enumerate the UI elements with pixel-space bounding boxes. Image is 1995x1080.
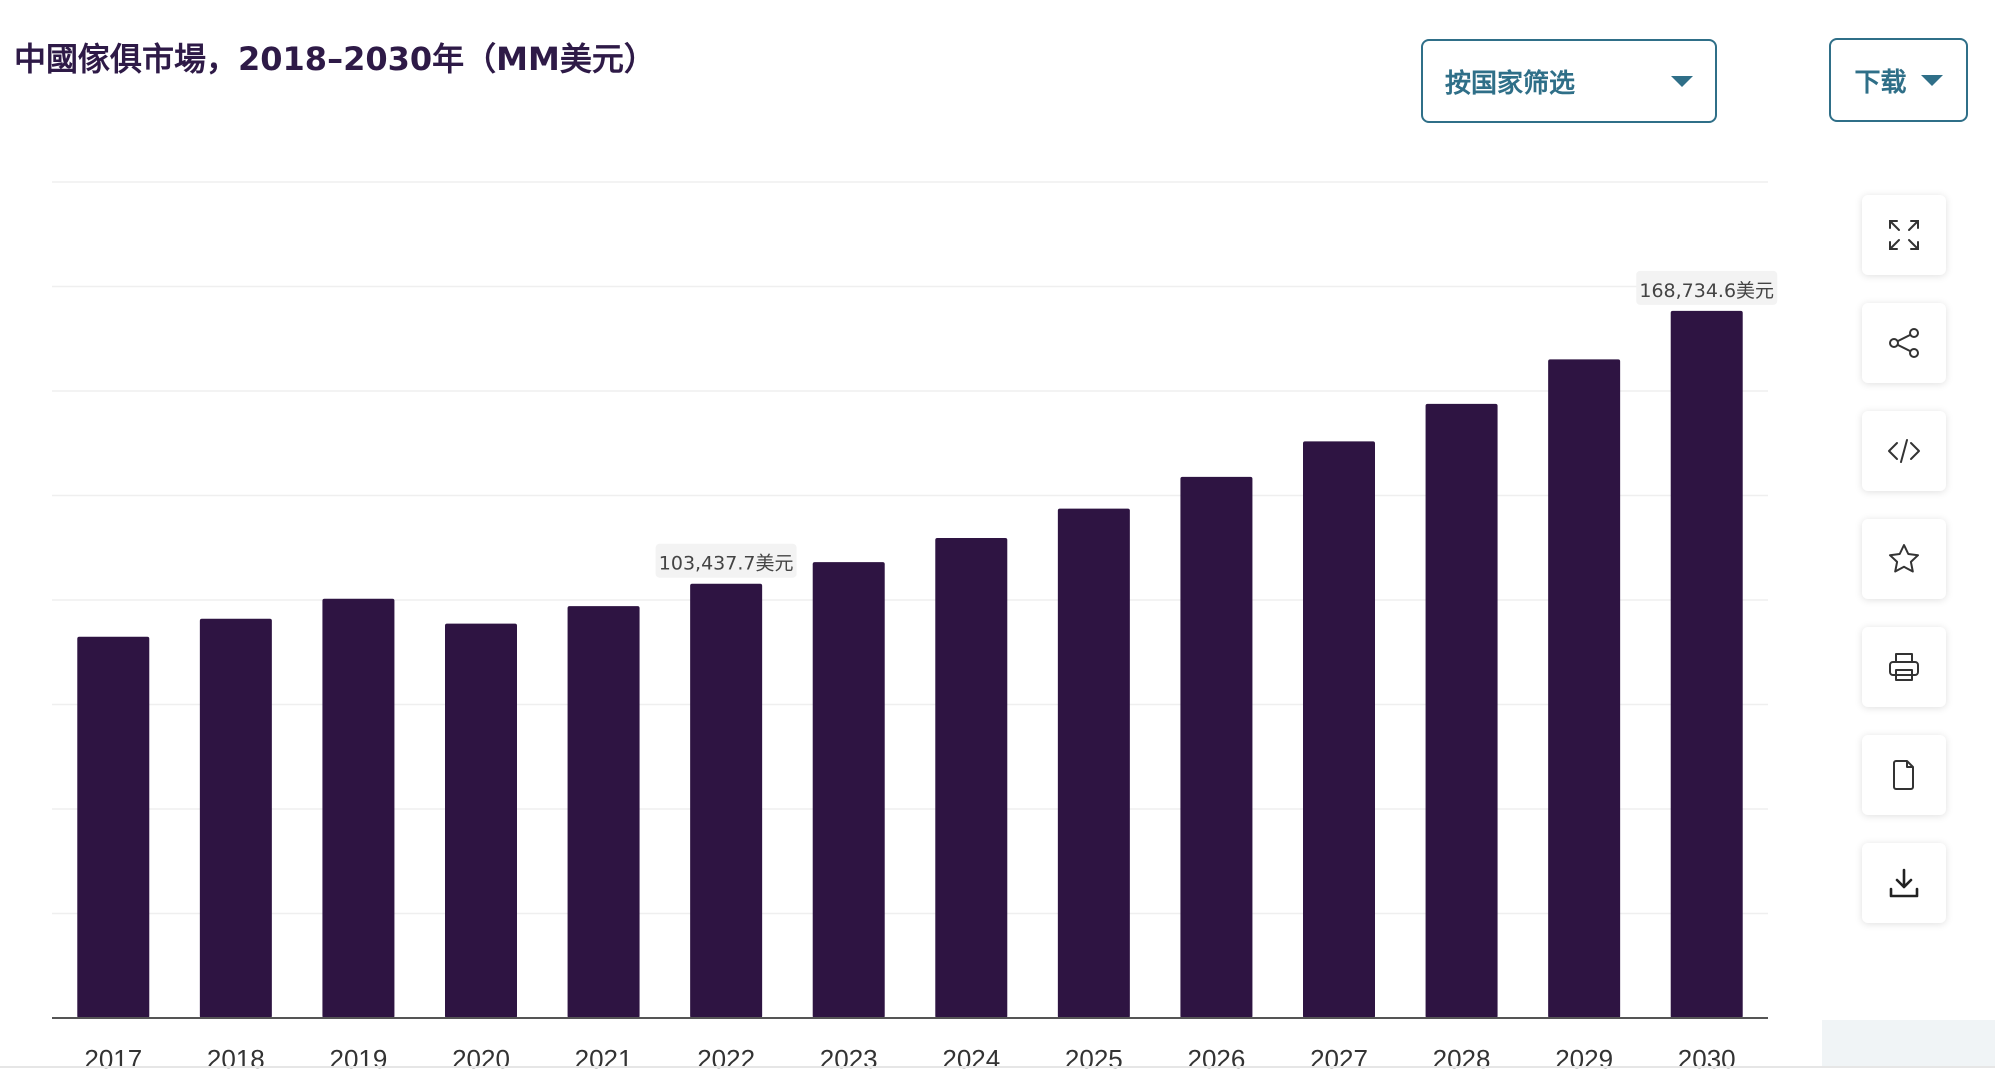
download-image-button[interactable] <box>1862 843 1946 923</box>
x-tick-label: 2018 <box>207 1044 265 1074</box>
download-icon <box>1889 868 1919 898</box>
x-tick-label: 2023 <box>820 1044 878 1074</box>
bar-2030 <box>1670 310 1743 1018</box>
bar-2018 <box>199 618 272 1018</box>
share-icon <box>1889 328 1919 358</box>
print-icon <box>1889 653 1919 681</box>
bar-2024 <box>935 538 1008 1018</box>
x-tick-label: 2017 <box>84 1044 142 1074</box>
star-icon <box>1889 544 1919 573</box>
country-filter-dropdown[interactable]: 按国家筛选 <box>1421 39 1717 123</box>
xls-file-icon <box>1893 760 1914 790</box>
embed-code-button[interactable] <box>1862 411 1946 491</box>
bar-2027 <box>1303 441 1375 1018</box>
x-tick-label: 2030 <box>1678 1044 1736 1074</box>
bar-2019 <box>322 598 395 1018</box>
x-tick-label: 2027 <box>1310 1044 1368 1074</box>
bar-chart: 2017 2018 2019 2020 2021 2022 2023 2024 2025 2026… <box>52 181 1778 1074</box>
x-tick-label: 2022 <box>697 1044 755 1074</box>
bar-2022 <box>690 583 763 1018</box>
bar-2023 <box>812 562 885 1018</box>
fullscreen-icon <box>1889 220 1919 250</box>
download-dropdown-button[interactable]: 下载 <box>1829 38 1968 122</box>
chevron-down-icon <box>1671 75 1693 87</box>
data-label-background <box>655 543 797 578</box>
footer-panel <box>1822 1020 1995 1068</box>
bar-2025 <box>1057 508 1130 1018</box>
data-label-text: 103,437.7美元 <box>659 553 794 575</box>
favorite-button[interactable] <box>1862 519 1946 599</box>
bar-2021 <box>567 606 640 1018</box>
x-tick-label: 2019 <box>330 1044 388 1074</box>
data-label-text: 168,734.6美元 <box>1639 280 1774 302</box>
country-filter-label: 按国家筛选 <box>1445 67 1576 98</box>
page-title: 中國傢俱市場，2018–2030年（MM美元） <box>14 40 656 78</box>
bar-2017 <box>77 636 150 1018</box>
bar-2029 <box>1548 359 1621 1018</box>
data-label-2022: 103,437.7美元 <box>655 543 797 578</box>
x-tick-label: 2025 <box>1065 1044 1123 1074</box>
x-tick-label: 2029 <box>1555 1044 1613 1074</box>
export-xls-button[interactable] <box>1862 735 1946 815</box>
divider <box>0 1066 1995 1068</box>
x-tick-label: 2028 <box>1433 1044 1491 1074</box>
data-label-2030: 168,734.6美元 <box>1636 270 1778 305</box>
x-tick-label: 2026 <box>1188 1044 1246 1074</box>
chevron-down-icon <box>1920 74 1943 86</box>
fullscreen-button[interactable] <box>1862 195 1946 275</box>
download-label: 下载 <box>1854 66 1907 97</box>
share-button[interactable] <box>1862 303 1946 383</box>
data-label-background <box>1636 270 1778 305</box>
x-tick-label: 2020 <box>452 1044 510 1074</box>
x-tick-label: 2024 <box>942 1044 1000 1074</box>
bar-2026 <box>1180 476 1253 1019</box>
bar-2020 <box>445 623 517 1018</box>
x-tick-label: 2021 <box>575 1044 633 1074</box>
bar-2028 <box>1425 403 1498 1019</box>
embed-code-icon <box>1888 439 1920 463</box>
print-button[interactable] <box>1862 627 1946 707</box>
